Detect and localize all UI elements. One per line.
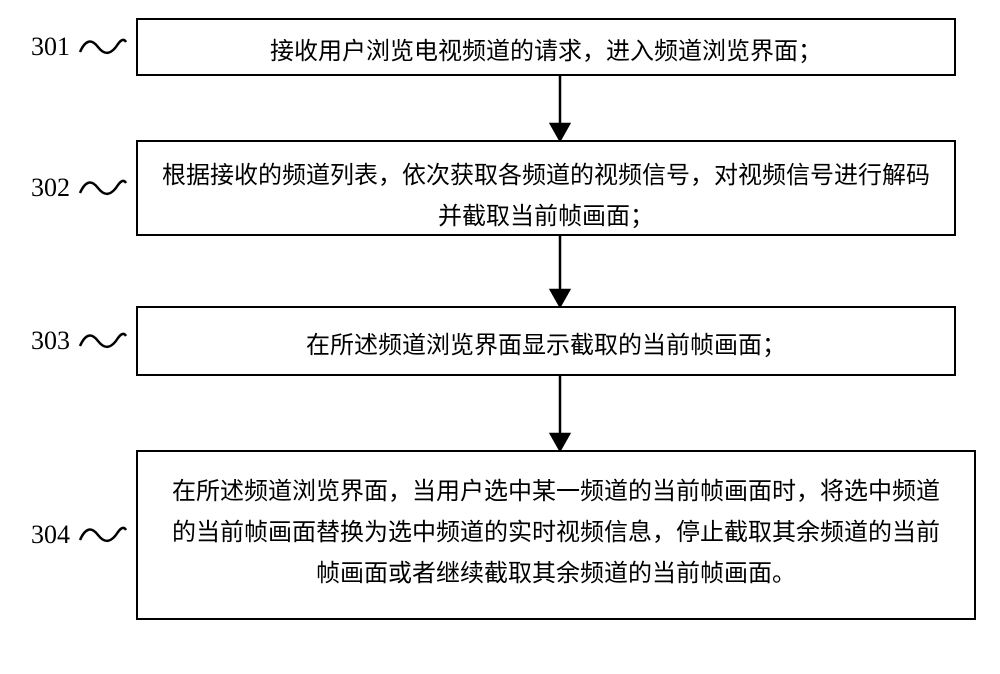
step-text: 根据接收的频道列表，依次获取各频道的视频信号，对视频信号进行解码并截取当前帧画面… [162, 163, 930, 230]
flowchart-container: 301 接收用户浏览电视频道的请求，进入频道浏览界面； 302 根据接收的频道列… [0, 0, 1000, 674]
flow-arrow [0, 376, 1000, 450]
step-box: 接收用户浏览电视频道的请求，进入频道浏览界面； [136, 18, 956, 76]
flowchart-step-303: 303 在所述频道浏览界面显示截取的当前帧画面； [20, 306, 956, 376]
flow-arrow [0, 76, 1000, 140]
squiggle-icon [78, 326, 128, 356]
squiggle-icon [78, 173, 128, 203]
step-label: 304 [20, 520, 70, 550]
step-box: 在所述频道浏览界面显示截取的当前帧画面； [136, 306, 956, 376]
flowchart-step-301: 301 接收用户浏览电视频道的请求，进入频道浏览界面； [20, 18, 956, 76]
flow-arrow [0, 236, 1000, 306]
step-box: 在所述频道浏览界面，当用户选中某一频道的当前帧画面时，将选中频道的当前帧画面替换… [136, 450, 976, 620]
step-label: 301 [20, 32, 70, 62]
step-text: 接收用户浏览电视频道的请求，进入频道浏览界面； [270, 39, 822, 65]
step-text: 在所述频道浏览界面，当用户选中某一频道的当前帧画面时，将选中频道的当前帧画面替换… [172, 479, 940, 587]
squiggle-icon [78, 32, 128, 62]
step-box: 根据接收的频道列表，依次获取各频道的视频信号，对视频信号进行解码并截取当前帧画面… [136, 140, 956, 236]
step-text: 在所述频道浏览界面显示截取的当前帧画面； [306, 333, 786, 359]
flowchart-step-304: 304 在所述频道浏览界面，当用户选中某一频道的当前帧画面时，将选中频道的当前帧… [20, 450, 976, 620]
flowchart-step-302: 302 根据接收的频道列表，依次获取各频道的视频信号，对视频信号进行解码并截取当… [20, 140, 956, 236]
step-label: 302 [20, 173, 70, 203]
step-label: 303 [20, 326, 70, 356]
squiggle-icon [78, 520, 128, 550]
